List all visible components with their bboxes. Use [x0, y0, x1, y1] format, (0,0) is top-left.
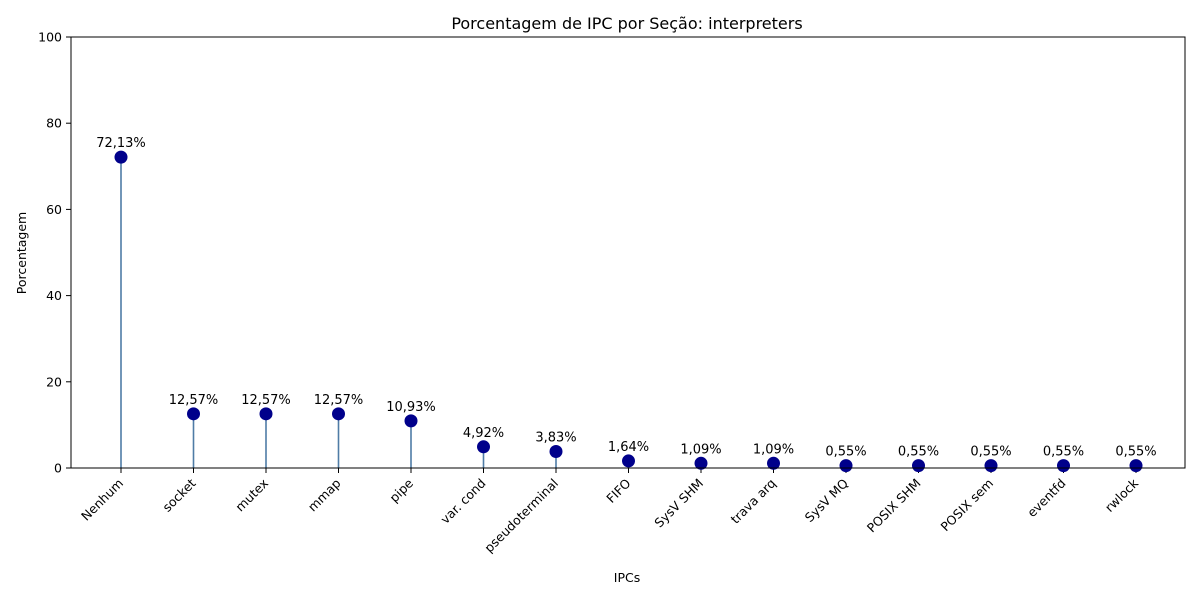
- y-tick-label: 20: [46, 374, 62, 389]
- lollipop-point: [187, 407, 200, 421]
- x-tick-label: pipe: [386, 475, 416, 505]
- lollipop-point: [404, 414, 418, 428]
- x-tick-label: POSIX SHM: [864, 476, 924, 536]
- lollipop-point: [114, 150, 128, 164]
- x-tick-label: SysV MQ: [802, 475, 852, 525]
- chart-marks: 72,13% 12,57% 12,57% 12,57% 10,93% 4,92% 3,83%…: [96, 136, 1157, 473]
- lollipop-point: [332, 407, 345, 421]
- data-label: 0,55%: [970, 445, 1011, 460]
- x-axis-label: IPCs: [614, 570, 640, 585]
- x-tick-label: FIFO: [603, 475, 633, 505]
- x-tick-label: var. cond: [437, 476, 488, 527]
- y-tick-label: 0: [54, 461, 62, 476]
- x-tick-label: rwlock: [1102, 475, 1142, 515]
- lollipop-point: [694, 456, 708, 470]
- data-label: 0,55%: [1115, 445, 1156, 460]
- y-axis-label: Porcentagem: [14, 212, 29, 294]
- x-tick-label: pseudoterminal: [481, 476, 561, 556]
- lollipop-point: [1129, 459, 1143, 473]
- x-tick-label: POSIX sem: [937, 476, 996, 535]
- lollipop-point: [259, 407, 273, 421]
- chart-title: Porcentagem de IPC por Seção: interprete…: [451, 14, 802, 33]
- x-tick-label: mmap: [305, 475, 344, 514]
- x-tick-label: socket: [159, 475, 198, 514]
- y-tick-label: 100: [38, 30, 62, 45]
- y-tick-label: 60: [46, 202, 62, 217]
- lollipop-point: [549, 444, 563, 458]
- data-label: 12,57%: [314, 393, 364, 408]
- lollipop-point: [839, 459, 853, 473]
- data-label: 1,64%: [608, 440, 649, 455]
- data-label: 0,55%: [1043, 445, 1084, 460]
- data-label: 12,57%: [169, 393, 219, 408]
- data-label: 0,55%: [825, 445, 866, 460]
- x-tick-label: SysV SHM: [651, 476, 706, 531]
- y-tick-label: 40: [46, 288, 62, 303]
- x-tick-label: Nenhum: [78, 476, 126, 524]
- x-tick-label: eventfd: [1024, 476, 1069, 521]
- data-label: 10,93%: [386, 400, 436, 415]
- data-label: 72,13%: [96, 136, 146, 151]
- lollipop-point: [1057, 459, 1070, 473]
- lollipop-point: [984, 459, 998, 473]
- x-tick-label: mutex: [232, 476, 271, 515]
- data-label: 12,57%: [241, 393, 291, 408]
- y-tick-label: 80: [46, 116, 62, 131]
- data-label: 1,09%: [753, 442, 794, 457]
- x-tick-label: trava arq: [728, 476, 779, 527]
- plot-frame: [70, 36, 1186, 469]
- lollipop-point: [912, 459, 925, 473]
- x-axis: Nenhum socket mutex mmap pipe var. condpseudo…: [78, 468, 1142, 555]
- data-label: 0,55%: [898, 445, 939, 460]
- data-label: 4,92%: [463, 426, 504, 441]
- data-label: 3,83%: [535, 430, 576, 445]
- y-axis: 0 20 40 60 80 100: [38, 30, 71, 476]
- lollipop-point: [767, 456, 780, 470]
- lollipop-point: [622, 454, 635, 468]
- data-label: 1,09%: [680, 442, 721, 457]
- lollipop-point: [477, 440, 490, 454]
